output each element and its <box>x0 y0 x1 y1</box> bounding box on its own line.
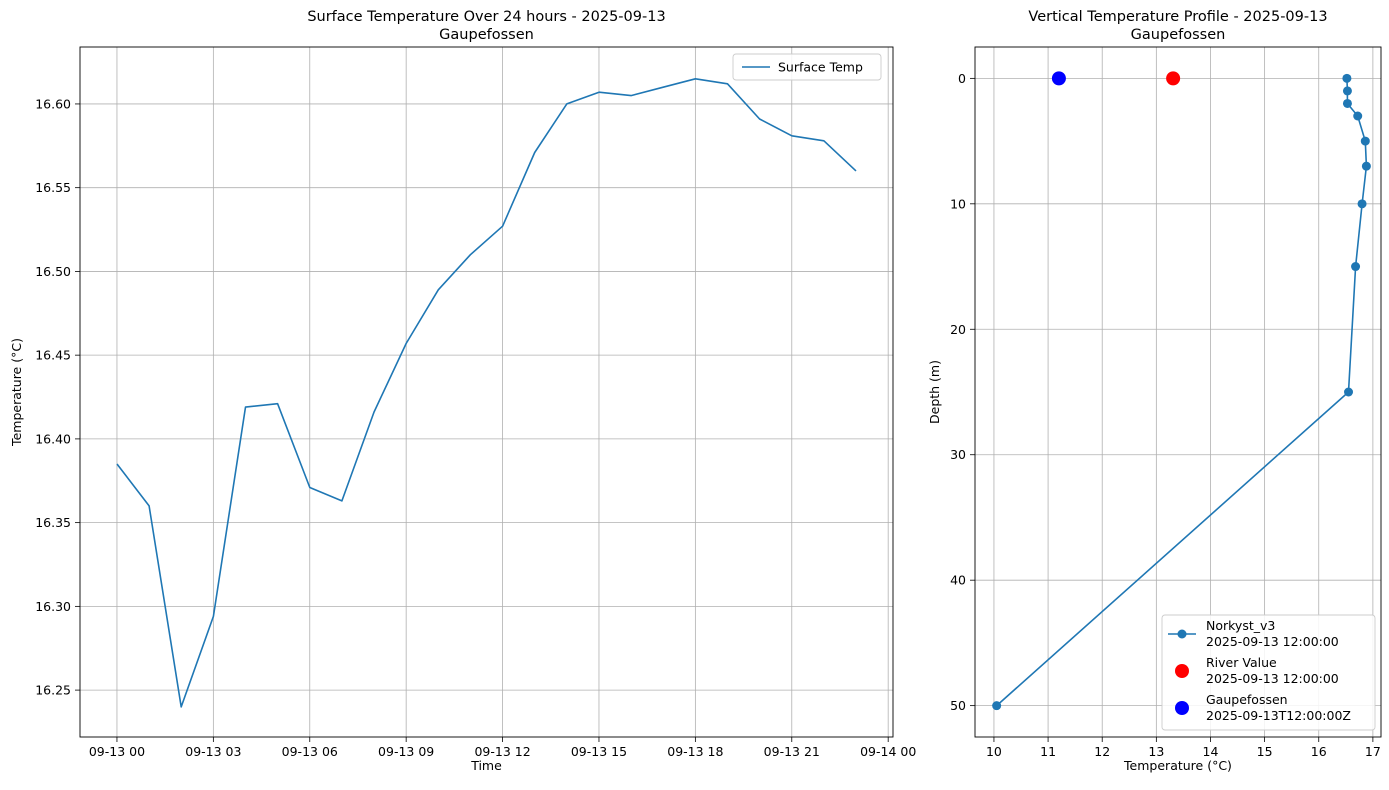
y-axis-label: Depth (m) <box>927 360 942 424</box>
x-tick-label: 17 <box>1365 744 1381 759</box>
legend-label: Gaupefossen <box>1206 692 1288 707</box>
y-tick-label: 16.35 <box>35 515 71 530</box>
x-tick-label: 09-13 12 <box>474 744 530 759</box>
y-tick-label: 40 <box>950 573 966 588</box>
y-tick-label: 30 <box>950 447 966 462</box>
x-tick-label: 09-13 21 <box>764 744 820 759</box>
legend-label-timestamp: 2025-09-13 12:00:00 <box>1206 671 1339 686</box>
legend-label-timestamp: 2025-09-13T12:00:00Z <box>1206 708 1351 723</box>
x-tick-label: 12 <box>1094 744 1110 759</box>
legend-swatch-marker <box>1175 664 1189 678</box>
chart-subtitle: Gaupefossen <box>439 27 534 43</box>
surface-temp-line <box>116 78 857 708</box>
legend-label: Surface Temp <box>778 60 863 75</box>
chart-subtitle: Gaupefossen <box>1131 27 1226 43</box>
x-tick-label: 09-13 06 <box>282 744 338 759</box>
gaupefossen-point <box>1051 71 1066 86</box>
x-tick-label: 16 <box>1311 744 1327 759</box>
legend: Surface Temp <box>732 53 882 81</box>
y-tick-label: 16.50 <box>35 264 71 279</box>
x-axis-label: Time <box>470 758 502 773</box>
y-tick-label: 16.40 <box>35 431 71 446</box>
chart-title: Vertical Temperature Profile - 2025-09-1… <box>1028 9 1327 25</box>
norkyst-point <box>1344 387 1354 397</box>
y-tick-label: 0 <box>958 71 966 86</box>
norkyst-point <box>1361 161 1371 171</box>
norkyst-point <box>1342 73 1352 83</box>
surface-temp-chart: 09-13 00 09-13 03 09-13 06 09-13 09 09-13 12… <box>9 9 916 773</box>
vertical-profile-chart: 10 11 12 13 14 15 16 1701020304050Norkyst_v3202… <box>927 9 1382 773</box>
x-tick-label: 11 <box>1040 744 1056 759</box>
y-tick-label: 16.60 <box>35 96 71 111</box>
x-tick-label: 15 <box>1257 744 1273 759</box>
y-tick-label: 16.25 <box>35 683 71 698</box>
x-tick-label: 09-14 00 <box>860 744 916 759</box>
x-tick-label: 09-13 15 <box>571 744 627 759</box>
norkyst-point <box>1360 136 1370 146</box>
plot-frame <box>79 46 894 738</box>
norkyst-point <box>1357 199 1367 209</box>
x-tick-label: 09-13 00 <box>89 744 145 759</box>
y-tick-label: 16.55 <box>35 180 71 195</box>
norkyst-profile-line <box>996 78 1368 707</box>
legend-label: Norkyst_v3 <box>1206 618 1275 633</box>
norkyst-point <box>1342 98 1352 108</box>
x-tick-label: 09-13 09 <box>378 744 434 759</box>
norkyst-point <box>992 701 1002 711</box>
x-tick-label: 14 <box>1203 744 1219 759</box>
x-tick-label: 10 <box>986 744 1002 759</box>
legend-swatch-marker <box>1177 629 1187 639</box>
norkyst-point <box>1351 262 1361 272</box>
chart-title: Surface Temperature Over 24 hours - 2025… <box>307 9 665 25</box>
y-tick-label: 50 <box>950 698 966 713</box>
x-tick-label: 09-13 03 <box>185 744 241 759</box>
legend-label: River Value <box>1206 655 1277 670</box>
y-tick-label: 16.45 <box>35 348 71 363</box>
norkyst-point <box>1353 111 1363 121</box>
x-tick-label: 13 <box>1148 744 1164 759</box>
legend-swatch-marker <box>1175 701 1189 715</box>
norkyst-point <box>1342 86 1352 96</box>
legend-label-timestamp: 2025-09-13 12:00:00 <box>1206 634 1339 649</box>
x-tick-label: 09-13 18 <box>667 744 723 759</box>
plot-frame <box>974 46 1382 738</box>
y-tick-label: 16.30 <box>35 599 71 614</box>
river-value-point <box>1166 71 1181 86</box>
y-axis-label: Temperature (°C) <box>9 338 24 447</box>
y-tick-label: 10 <box>950 196 966 211</box>
x-axis-label: Temperature (°C) <box>1123 758 1232 773</box>
legend-box <box>732 53 882 81</box>
legend-box <box>1161 614 1376 731</box>
y-tick-label: 20 <box>950 322 966 337</box>
